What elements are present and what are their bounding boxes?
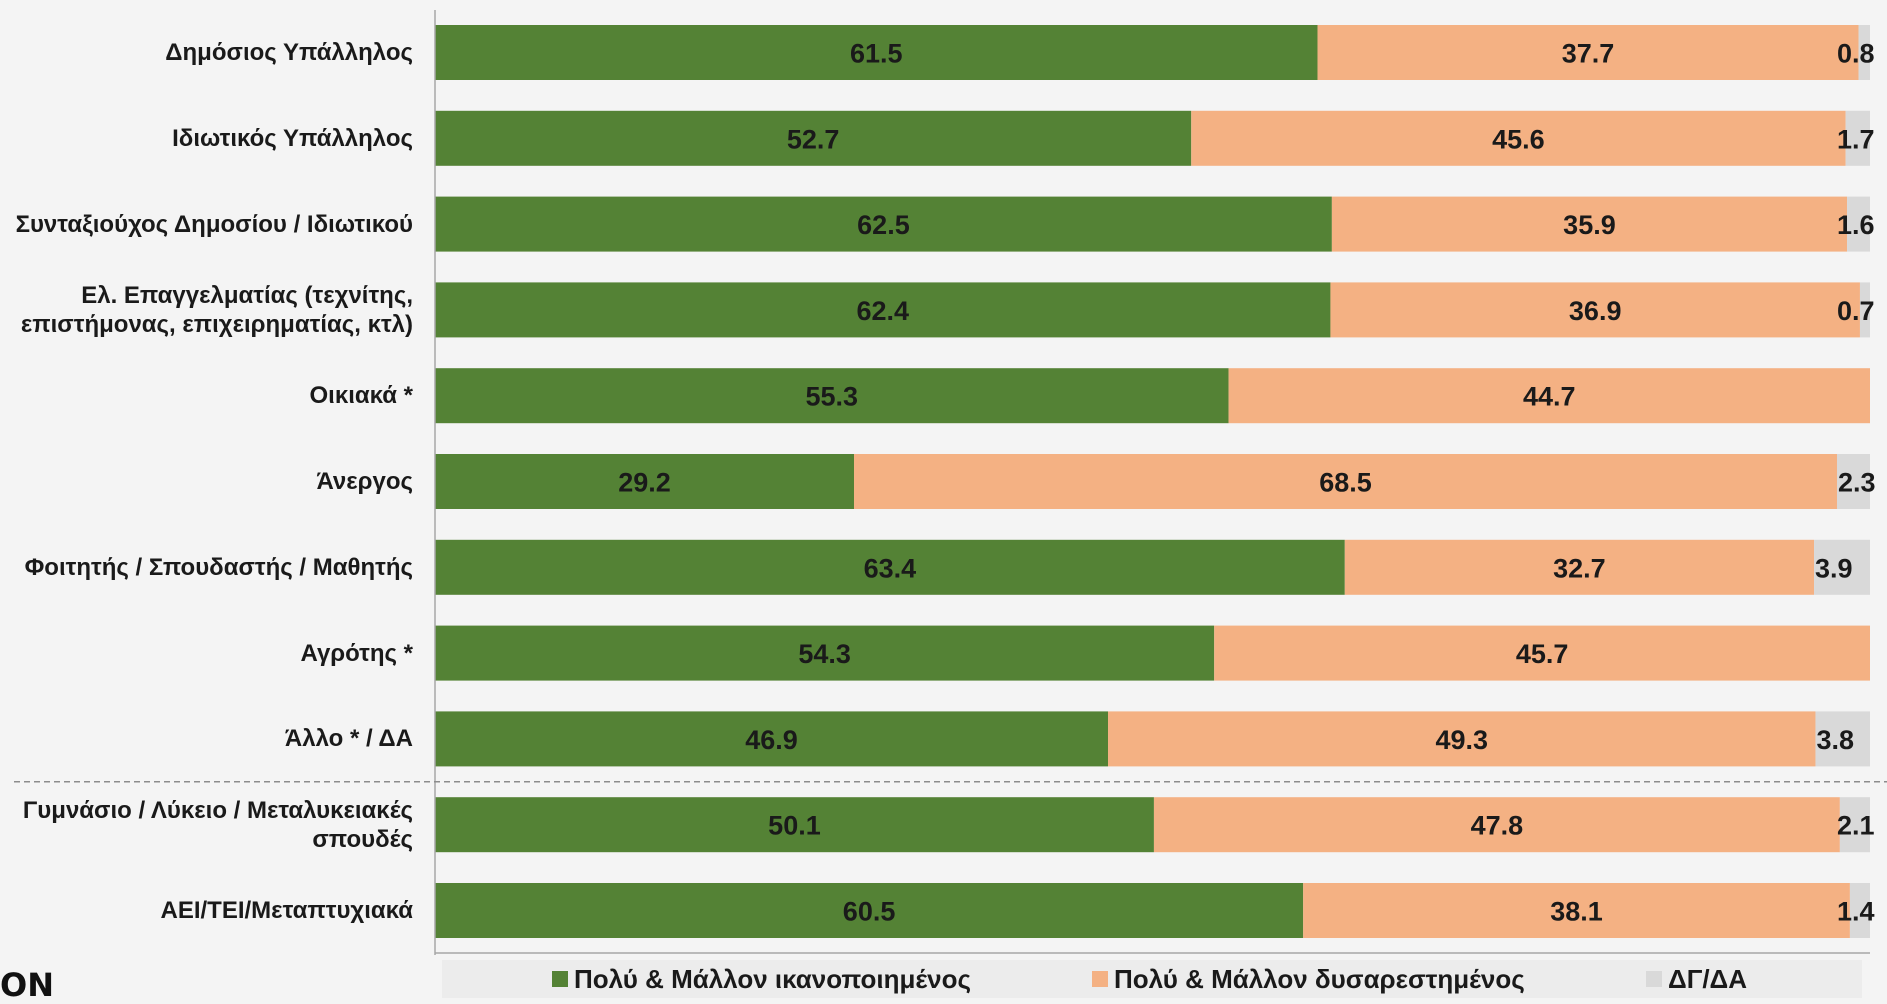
category-label: Άλλο * / ΔΑ — [284, 725, 413, 753]
bar-dont-know — [1815, 711, 1870, 767]
bar-satisfied — [435, 282, 1331, 338]
data-label-dont-know: 2.1 — [1837, 811, 1875, 841]
data-label-dont-know: 1.4 — [1837, 897, 1875, 927]
data-label-dissatisfied: 44.7 — [1523, 382, 1576, 412]
data-label-dissatisfied: 45.7 — [1516, 639, 1569, 669]
legend-swatch-satisfied — [552, 971, 568, 987]
data-label-dissatisfied: 36.9 — [1569, 296, 1622, 326]
data-label-satisfied: 60.5 — [843, 897, 896, 927]
bar-satisfied — [435, 454, 855, 509]
bar-satisfied — [435, 711, 1109, 767]
bar-dont-know — [1858, 25, 1870, 80]
bar-dissatisfied — [1303, 883, 1850, 938]
category-label: Γυμνάσιο / Λύκειο / Μεταλυκειακές σπουδέ… — [22, 796, 413, 853]
bar-satisfied — [435, 110, 1192, 166]
data-label-satisfied: 61.5 — [850, 39, 903, 69]
data-label-dont-know: 0.7 — [1837, 296, 1875, 326]
bar-dissatisfied — [1330, 282, 1860, 338]
category-label: Συνταξιούχος Δημοσίου / Ιδιωτικού — [15, 210, 413, 238]
bar-dont-know — [1836, 454, 1870, 509]
legend-label-satisfied: Πολύ & Μάλλον ικανοποιημένος — [574, 963, 972, 994]
data-label-dissatisfied: 38.1 — [1550, 897, 1603, 927]
bar-satisfied — [435, 539, 1345, 595]
data-label-dissatisfied: 47.8 — [1471, 811, 1524, 841]
legend: Πολύ & Μάλλον ικανοποιημένος Πολύ & Μάλλ… — [442, 960, 1862, 998]
legend-swatch-dont-know — [1646, 971, 1662, 987]
legend-label-dissatisfied: Πολύ & Μάλλον δυσαρεστημένος — [1114, 963, 1525, 994]
data-label-satisfied: 29.2 — [618, 468, 671, 498]
bar-dissatisfied — [1153, 797, 1840, 853]
bar-dont-know — [1859, 282, 1870, 338]
bar-satisfied — [435, 368, 1229, 424]
bar-dont-know — [1814, 539, 1870, 595]
bar-dissatisfied — [1317, 25, 1859, 80]
data-label-satisfied: 63.4 — [864, 553, 917, 583]
data-label-dissatisfied: 35.9 — [1563, 210, 1616, 240]
data-label-dissatisfied: 45.6 — [1492, 124, 1545, 154]
category-label: Ιδιωτικός Υπάλληλος — [172, 124, 413, 152]
bar-dissatisfied — [854, 454, 1837, 509]
bar-dissatisfied — [1228, 368, 1870, 424]
category-label: Οικιακά * — [309, 382, 414, 410]
bar-dissatisfied — [1214, 625, 1870, 681]
category-label: Δημόσιος Υπάλληλος — [165, 39, 413, 66]
data-label-satisfied: 54.3 — [798, 639, 851, 669]
data-label-satisfied: 62.4 — [856, 296, 909, 326]
data-label-dissatisfied: 37.7 — [1562, 39, 1615, 69]
bar-dont-know — [1839, 797, 1870, 853]
data-label-dissatisfied: 68.5 — [1319, 468, 1372, 498]
data-label-satisfied: 52.7 — [787, 124, 840, 154]
data-label-dont-know: 2.3 — [1838, 468, 1876, 498]
category-label: Αγρότης * — [300, 639, 414, 667]
bar-dissatisfied — [1331, 196, 1848, 252]
bar-satisfied — [435, 196, 1332, 252]
category-label: Φοιτητής / Σπουδαστής / Μαθητής — [24, 553, 413, 581]
legend-label-dont-know: ΔΓ/ΔΑ — [1668, 963, 1748, 994]
bar-dissatisfied — [1344, 539, 1815, 595]
data-label-dont-know: 3.9 — [1815, 553, 1853, 583]
bar-satisfied — [435, 883, 1304, 938]
data-label-dont-know: 1.7 — [1837, 124, 1875, 154]
data-label-satisfied: 46.9 — [745, 725, 798, 755]
bar-dont-know — [1845, 110, 1870, 166]
bar-satisfied — [435, 797, 1154, 853]
bar-satisfied — [435, 625, 1215, 681]
brand-logo: ON — [0, 966, 54, 1004]
bar-dissatisfied — [1108, 711, 1816, 767]
data-label-satisfied: 62.5 — [857, 210, 910, 240]
bar-dissatisfied — [1191, 110, 1846, 166]
legend-swatch-dissatisfied — [1092, 971, 1108, 987]
legend-item-dissatisfied: Πολύ & Μάλλον δυσαρεστημένος — [1092, 964, 1525, 995]
category-label: Ελ. Επαγγελματίας (τεχνίτης, επιστήμονας… — [20, 281, 413, 338]
data-label-dissatisfied: 49.3 — [1435, 725, 1488, 755]
legend-item-dont-know: ΔΓ/ΔΑ — [1646, 964, 1747, 995]
bar-satisfied — [435, 25, 1318, 80]
data-label-dont-know: 0.8 — [1837, 39, 1875, 69]
category-label: Άνεργος — [316, 468, 413, 495]
category-label: ΑΕΙ/ΤΕΙ/Μεταπτυχιακά — [160, 897, 414, 924]
data-label-dont-know: 1.6 — [1837, 210, 1875, 240]
bar-dont-know — [1849, 883, 1870, 938]
data-label-dissatisfied: 32.7 — [1553, 553, 1606, 583]
legend-item-satisfied: Πολύ & Μάλλον ικανοποιημένος — [552, 964, 971, 995]
data-label-satisfied: 50.1 — [768, 811, 821, 841]
data-label-satisfied: 55.3 — [805, 382, 858, 412]
data-label-dont-know: 3.8 — [1816, 725, 1854, 755]
bar-dont-know — [1847, 196, 1870, 252]
